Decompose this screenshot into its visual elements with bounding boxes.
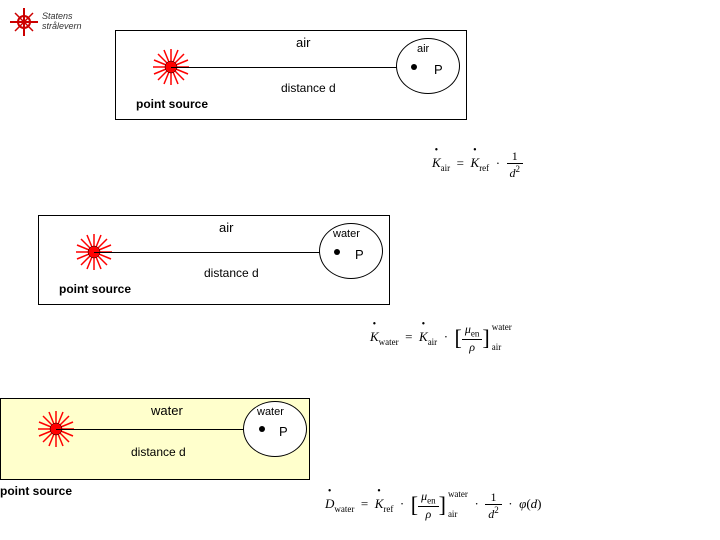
bubble-medium-label: air <box>417 43 429 55</box>
point-p-label: P <box>355 247 364 262</box>
point-p-marker <box>411 64 417 70</box>
logo-text: Statensstrålevern <box>42 12 82 32</box>
distance-label: distance d <box>281 81 336 95</box>
distance-line <box>171 67 406 68</box>
point-p-label: P <box>279 424 288 439</box>
logo: Statensstrålevern <box>10 8 82 36</box>
source-label: point source <box>0 484 72 498</box>
distance-label: distance d <box>204 266 259 280</box>
equation-kair: Kair = Kref · 1d2 <box>432 150 523 179</box>
distance-label: distance d <box>131 445 186 459</box>
medium-label: air <box>219 220 233 235</box>
source-label: point source <box>59 282 131 296</box>
bubble-medium-label: water <box>257 406 284 418</box>
panel-water-water: water distance d water P <box>0 398 310 480</box>
medium-label: air <box>296 35 310 50</box>
equation-dwater: Dwater = Kref · [μenρ]waterair · 1d2 · φ… <box>325 490 542 520</box>
bubble-medium-label: water <box>333 228 360 240</box>
point-p-marker <box>259 426 265 432</box>
point-p-label: P <box>434 62 443 77</box>
distance-line <box>56 429 256 430</box>
medium-label: water <box>151 403 183 418</box>
panel-air-air: air distance d point source air P <box>115 30 467 120</box>
source-label: point source <box>136 97 208 111</box>
distance-line <box>94 252 329 253</box>
compass-icon <box>10 8 38 36</box>
equation-kwater: Kwater = Kair · [μenρ]waterair <box>370 323 512 353</box>
point-p-marker <box>334 249 340 255</box>
panel-air-water: air distance d point source water P <box>38 215 390 305</box>
